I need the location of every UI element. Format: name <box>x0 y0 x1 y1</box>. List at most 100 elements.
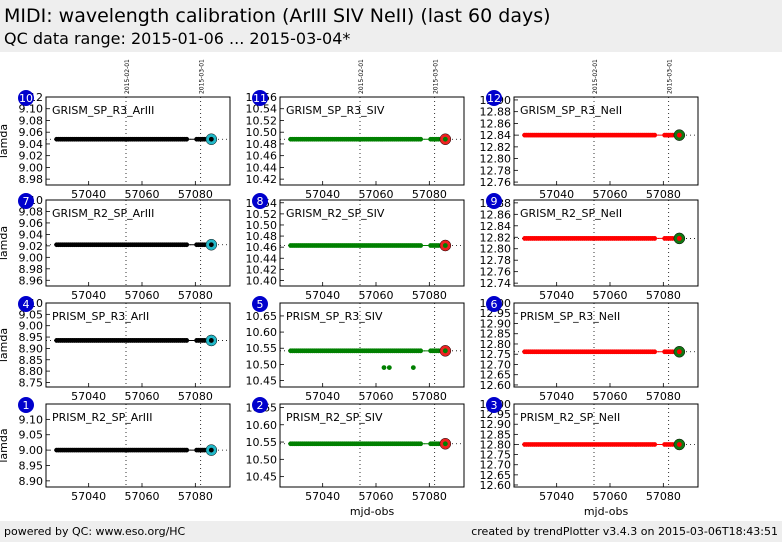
y-tick-label: 10.60 <box>246 326 278 339</box>
y-tick-label: 12.80 <box>480 153 512 166</box>
y-tick-label: 12.60 <box>480 379 512 392</box>
latest-point <box>676 442 682 447</box>
chart-panel-2: 10.4510.5010.5510.6010.65570405706057080… <box>246 397 465 518</box>
panel-number: 2 <box>257 399 264 412</box>
x-tick-label: 57080 <box>178 390 213 403</box>
panel-label: GRISM_R2_SP_SIV <box>286 207 385 220</box>
y-tick-label: 10.45 <box>246 375 278 388</box>
x-tick-label: 57040 <box>71 390 106 403</box>
panel-number-badge <box>18 90 34 106</box>
x-tick-label: 57080 <box>646 188 681 201</box>
panel-frame <box>279 199 465 287</box>
data-point <box>652 236 658 241</box>
y-tick-label: 12.78 <box>480 254 512 267</box>
panel-frame <box>279 302 465 388</box>
panel-number-badge <box>486 296 502 312</box>
y-tick-label: 9.06 <box>19 126 44 139</box>
y-tick-label: 12.65 <box>480 369 512 382</box>
panel-label: PRISM_SP_R3_NeII <box>520 310 620 323</box>
panel-label: PRISM_SP_R3_ArII <box>52 310 149 323</box>
footer-created-by: created by trendPlotter v3.4.3 on 2015-0… <box>471 525 778 538</box>
latest-point <box>676 236 682 241</box>
panel-number-badge <box>18 296 34 312</box>
chart-panel-8: 10.4010.4210.4410.4610.4810.5010.5210.54… <box>246 193 465 302</box>
panel-number-badge <box>18 193 34 209</box>
y-tick-label: 10.60 <box>246 419 278 432</box>
panel-number: 10 <box>19 92 33 105</box>
data-point <box>418 136 424 142</box>
y-tick-label: 9.06 <box>19 217 44 230</box>
data-point <box>184 136 190 142</box>
panel-number: 3 <box>491 399 498 412</box>
chart-panel-11: 2015-02-01 2015-03-01 10.4210.4410.4610.48… <box>246 59 465 201</box>
x-tick-label: 57080 <box>412 289 447 302</box>
y-tick-label: 10.52 <box>246 114 278 127</box>
x-tick-label: 57040 <box>539 289 574 302</box>
footer-powered-by: powered by QC: www.eso.org/HC <box>4 525 186 538</box>
x-tick-label: 57040 <box>305 289 340 302</box>
latest-point <box>208 447 214 453</box>
panel-label: PRISM_R2_SP_SIV <box>286 411 383 424</box>
chart-panel-9: 12.7412.7612.7812.8012.8212.8412.8612.88… <box>480 193 699 302</box>
y-tick-label: 12.60 <box>480 479 512 492</box>
date-tick-label: 2015-03-01 <box>199 59 206 94</box>
y-axis-label: lamda <box>0 328 10 362</box>
panel-number-badge <box>486 397 502 413</box>
x-tick-label: 57060 <box>359 490 394 503</box>
y-tick-label: 8.85 <box>19 354 44 367</box>
y-axis-label: lamda <box>0 124 10 158</box>
y-tick-label: 12.84 <box>480 220 512 233</box>
chart-panel-10: 2015-02-01 2015-03-01 8.989.009.029.049.06… <box>0 59 231 201</box>
y-tick-label: 12.86 <box>480 117 512 130</box>
y-tick-label: 10.48 <box>246 230 278 243</box>
y-tick-label: 9.00 <box>19 320 44 333</box>
panel-number: 7 <box>23 195 30 208</box>
y-tick-label: 10.42 <box>246 173 278 186</box>
y-tick-label: 9.10 <box>19 413 44 426</box>
x-axis-label: mjd-obs <box>584 505 629 518</box>
panel-frame <box>45 403 231 488</box>
y-tick-label: 10.44 <box>246 161 278 174</box>
y-tick-label: 10.52 <box>246 208 278 221</box>
y-tick-label: 9.05 <box>19 429 44 442</box>
outlier-point <box>410 365 416 371</box>
y-tick-label: 12.80 <box>480 243 512 256</box>
y-tick-label: 8.80 <box>19 365 44 378</box>
chart-panel-3: 12.6012.6512.7012.7512.8012.8512.9012.95… <box>480 397 699 518</box>
y-tick-label: 8.90 <box>19 475 44 488</box>
y-tick-label: 8.98 <box>19 263 44 276</box>
y-tick-label: 12.86 <box>480 208 512 221</box>
y-tick-label: 12.75 <box>480 348 512 361</box>
panel-number: 1 <box>23 399 30 412</box>
x-tick-label: 57080 <box>412 390 447 403</box>
date-tick-label: 2015-02-01 <box>124 59 131 94</box>
y-tick-label: 12.74 <box>480 277 512 290</box>
x-tick-label: 57060 <box>125 188 160 201</box>
outlier-point <box>386 365 392 371</box>
x-tick-label: 57040 <box>539 490 574 503</box>
chart-panel-1: 8.90 8.95 9.00 9.05 9.10 57040 57060 57080 PRISM… <box>0 397 231 503</box>
y-axis-label: lamda <box>0 226 10 260</box>
data-point <box>418 441 424 447</box>
x-tick-label: 57060 <box>359 188 394 201</box>
latest-point <box>442 348 448 354</box>
x-tick-label: 57060 <box>125 390 160 403</box>
y-tick-label: 9.00 <box>19 161 44 174</box>
y-tick-label: 12.90 <box>480 317 512 330</box>
x-tick-label: 57060 <box>125 490 160 503</box>
data-point <box>652 132 658 138</box>
header: MIDI: wavelength calibration (ArIII SIV … <box>0 0 782 52</box>
y-tick-label: 12.85 <box>480 428 512 441</box>
date-tick-label: 2015-02-01 <box>592 59 599 94</box>
panel-label: GRISM_R2_SP_NeII <box>520 207 622 220</box>
panel-label: PRISM_R2_SP_ArIII <box>52 411 153 424</box>
y-tick-label: 10.54 <box>246 103 278 116</box>
x-tick-label: 57080 <box>178 289 213 302</box>
data-point <box>184 447 190 453</box>
latest-point <box>676 132 682 138</box>
x-tick-label: 57040 <box>539 188 574 201</box>
x-tick-label: 57040 <box>305 390 340 403</box>
latest-point <box>442 136 448 142</box>
y-tick-label: 9.04 <box>19 228 44 241</box>
panel-label: PRISM_R2_SP_NeII <box>520 411 620 424</box>
